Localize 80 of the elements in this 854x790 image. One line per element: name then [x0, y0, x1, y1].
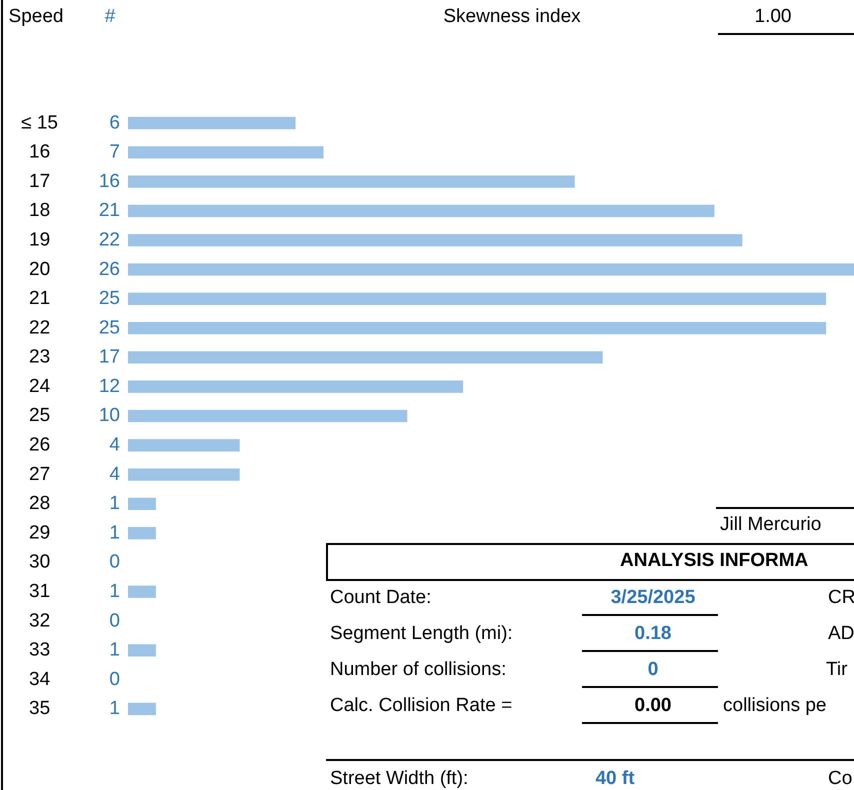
y-tick-label: 28: [29, 493, 50, 514]
bar: [128, 351, 603, 364]
data-label: 21: [98, 200, 120, 222]
annotation: ANALYSIS INFORMA: [620, 550, 808, 572]
y-tick-label: 19: [29, 229, 50, 250]
y-axis-title: Speed: [8, 6, 64, 28]
y-tick-label: ≤ 15: [21, 112, 58, 134]
text: 1.00: [754, 6, 792, 28]
y-tick-label: 17: [29, 170, 50, 192]
y-tick-label: 29: [29, 522, 50, 544]
annotation: Number of collisions:: [330, 659, 506, 681]
data-label: 1: [109, 581, 120, 602]
annotation: collisions pe: [723, 695, 826, 717]
y-tick-label: 22: [29, 317, 50, 338]
y-tick-label: 31: [29, 581, 50, 602]
data-label: 26: [98, 258, 120, 280]
data-label: 22: [98, 229, 120, 250]
annotation: Segment Length (mi):: [330, 623, 513, 645]
y-tick-label: 24: [29, 376, 51, 397]
data-label: 1: [109, 640, 120, 661]
y-tick-label: 27: [29, 464, 50, 485]
bar: [128, 116, 296, 130]
data-label: 25: [98, 317, 120, 338]
y-tick-label: 35: [29, 698, 50, 720]
data-label: 4: [109, 464, 120, 485]
text: Skewness index: [443, 6, 581, 28]
bar: [128, 292, 826, 305]
data-label: 7: [109, 142, 120, 163]
y-tick-label: 34: [29, 668, 51, 690]
bar: [128, 702, 156, 716]
y-tick-label: 20: [29, 258, 50, 280]
y-tick-label: 16: [29, 142, 50, 163]
data-label: 0: [109, 552, 120, 573]
text: 40 ft: [595, 768, 635, 790]
y-tick-label: 32: [29, 610, 50, 632]
data-label: 1: [109, 493, 120, 514]
bar: [128, 263, 854, 276]
y-tick-label: 18: [29, 200, 50, 222]
data-label: 1: [109, 698, 120, 720]
text: Street Width (ft):: [330, 768, 468, 790]
bar: [128, 322, 826, 334]
bar: [128, 410, 408, 422]
bar: [128, 527, 156, 540]
y-tick-label: 30: [29, 552, 50, 573]
annotation: AD: [828, 623, 854, 645]
text: #: [104, 6, 116, 28]
data-label: 0: [109, 610, 120, 632]
annotation: 0.18: [634, 623, 672, 645]
data-label: 0: [109, 668, 120, 690]
bar: [128, 644, 156, 657]
bar: [128, 146, 324, 158]
data-label: 17: [98, 346, 120, 368]
bar: [128, 380, 464, 393]
annotation: 0: [648, 659, 658, 681]
y-tick-label: 21: [29, 288, 50, 310]
annotation: 0.00: [634, 695, 672, 717]
annotation: Tir: [826, 659, 848, 681]
bar: [128, 234, 742, 246]
bar: [128, 439, 240, 452]
data-label: 6: [109, 112, 120, 134]
data-label: 25: [98, 288, 120, 310]
annotation: Calc. Collision Rate =: [330, 695, 512, 717]
y-tick-label: 25: [29, 405, 50, 426]
data-label: 1: [109, 522, 120, 544]
data-label: 4: [109, 434, 120, 456]
annotation: Count Date:: [330, 587, 432, 609]
annotation: Jill Mercurio: [720, 514, 822, 536]
bar: [128, 204, 714, 218]
y-tick-label: 33: [29, 640, 50, 661]
data-label: 16: [98, 170, 120, 192]
bar: [128, 498, 156, 510]
bar: [128, 586, 156, 598]
y-tick-label: 23: [29, 346, 50, 368]
bar: [128, 175, 575, 188]
y-tick-label: 26: [29, 434, 50, 456]
text: Co: [828, 768, 852, 790]
data-label: 10: [98, 405, 120, 426]
data-label: 12: [98, 376, 120, 397]
bar: [128, 468, 240, 481]
annotation: 3/25/2025: [610, 587, 696, 609]
